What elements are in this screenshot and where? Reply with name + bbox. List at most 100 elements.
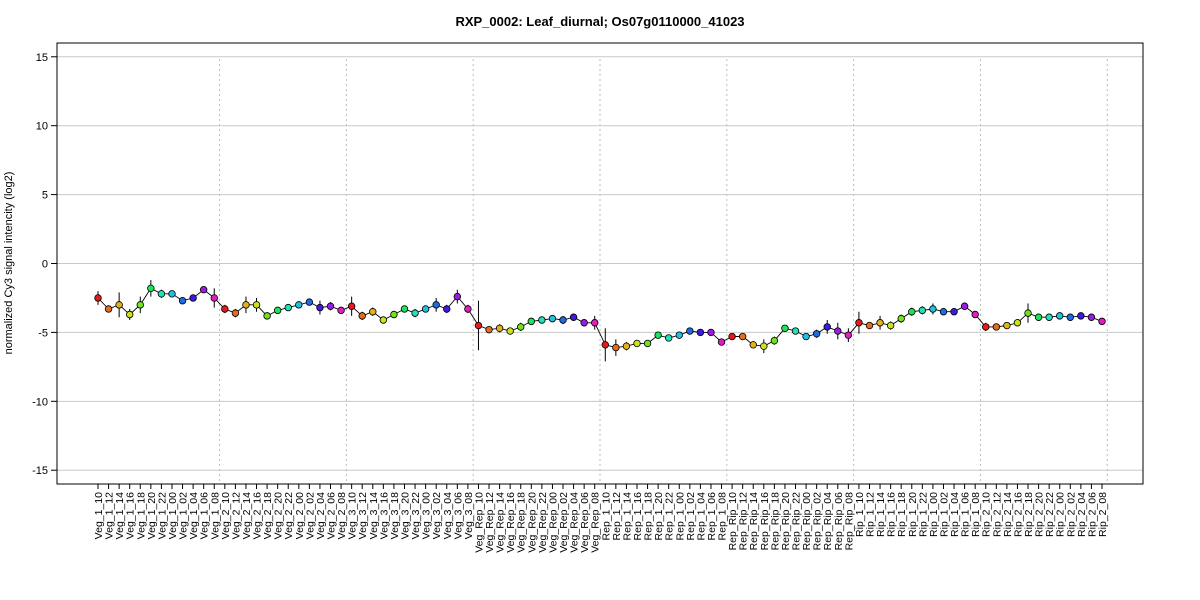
data-point-38: [495, 324, 504, 332]
data-point-71: [844, 331, 853, 339]
data-point-23: [337, 306, 345, 315]
data-point-44: [559, 316, 567, 324]
y-tick-label-5: 10: [36, 121, 48, 133]
chart-title: RXP_0002: Leaf_diurnal; Os07g0110000_410…: [455, 14, 744, 29]
data-point-85: [992, 323, 1001, 331]
data-point-45: [569, 313, 578, 321]
data-point-93: [1077, 312, 1085, 320]
x-tick-label-48: Rep_1_10: [600, 492, 612, 541]
x-tick-label-80: Rip_1_02: [938, 492, 950, 537]
data-point-69: [823, 323, 831, 331]
data-point-61: [738, 332, 747, 341]
data-point-84: [982, 323, 990, 331]
x-tick-label-71: Rep_Rip_08: [843, 492, 855, 551]
data-point-67: [802, 332, 810, 341]
x-tick-label-52: Rep_1_18: [643, 492, 655, 541]
data-point-31: [421, 305, 430, 313]
x-tick-label-19: Veg_2_00: [294, 492, 306, 539]
x-tick-label-64: Rep_Rip_18: [769, 492, 781, 551]
data-point-27: [379, 316, 388, 324]
x-tick-label-90: Rip_2_22: [1044, 492, 1056, 537]
y-tick-label-2: -5: [38, 327, 48, 339]
data-point-0: [94, 294, 102, 302]
x-tick-label-28: Veg_3_18: [389, 492, 401, 539]
data-point-63: [760, 342, 768, 350]
x-tick-label-41: Veg_Rep_20: [526, 492, 538, 553]
data-point-54: [664, 334, 673, 342]
data-point-62: [749, 341, 757, 349]
x-tick-label-18: Veg_2_22: [283, 492, 295, 539]
x-tick-label-16: Veg_2_18: [262, 492, 274, 539]
x-tick-label-38: Veg_Rep_14: [495, 492, 507, 553]
data-point-90: [1045, 313, 1053, 321]
x-tick-label-53: Rep_1_20: [653, 492, 665, 541]
x-tick-label-67: Rep_Rip_00: [801, 492, 813, 551]
data-point-32: [432, 301, 440, 309]
x-tick-label-60: Rep_Rip_10: [727, 492, 739, 551]
y-tick-label-1: -10: [32, 396, 48, 408]
y-tick-label-6: 15: [36, 52, 48, 64]
data-point-73: [865, 321, 874, 330]
x-tick-label-20: Veg_2_02: [304, 492, 316, 539]
x-axis-ticks: Veg_1_10Veg_1_12Veg_1_14Veg_1_16Veg_1_18…: [93, 484, 1109, 553]
x-tick-label-26: Veg_3_14: [368, 492, 380, 539]
data-point-91: [1056, 312, 1064, 320]
data-point-15: [252, 301, 261, 309]
x-tick-label-78: Rip_1_22: [917, 492, 929, 537]
data-point-24: [347, 302, 356, 310]
x-tick-label-1: Veg_1_12: [104, 492, 116, 539]
x-tick-label-74: Rip_1_14: [875, 492, 887, 537]
x-tick-label-66: Rep_Rip_22: [791, 492, 803, 551]
data-point-60: [728, 332, 736, 341]
data-point-39: [506, 327, 514, 335]
data-point-5: [147, 284, 155, 293]
data-point-86: [1003, 321, 1011, 330]
x-tick-label-10: Veg_1_06: [199, 492, 211, 539]
data-point-89: [1034, 313, 1043, 321]
data-point-55: [675, 331, 683, 339]
x-tick-label-68: Rep_Rip_02: [812, 492, 824, 551]
data-point-46: [580, 319, 588, 327]
x-tick-label-92: Rip_2_02: [1065, 492, 1077, 537]
data-point-76: [897, 314, 905, 323]
x-tick-label-61: Rep_Rip_12: [738, 492, 750, 551]
x-tick-label-0: Veg_1_10: [93, 492, 105, 539]
x-tick-label-95: Rip_2_08: [1097, 492, 1109, 537]
x-tick-label-50: Rep_1_14: [621, 492, 633, 541]
data-point-35: [464, 305, 472, 313]
data-point-25: [358, 312, 366, 320]
data-point-74: [876, 319, 884, 327]
data-point-82: [960, 302, 969, 310]
x-tick-label-6: Veg_1_22: [156, 492, 168, 539]
data-points: [94, 284, 1106, 352]
data-point-57: [696, 328, 705, 337]
data-point-87: [1013, 319, 1022, 327]
x-tick-label-59: Rep_1_08: [717, 492, 729, 541]
data-point-88: [1024, 309, 1032, 317]
x-tick-label-3: Veg_1_16: [125, 492, 137, 539]
data-point-72: [855, 319, 863, 327]
x-tick-label-93: Rip_2_04: [1076, 492, 1088, 537]
data-point-11: [210, 294, 218, 302]
x-tick-label-79: Rip_1_00: [928, 492, 940, 537]
series-line-group: [97, 287, 1103, 349]
x-tick-label-81: Rip_1_04: [949, 492, 961, 537]
x-tick-label-70: Rep_Rip_06: [833, 492, 845, 551]
data-point-42: [538, 316, 546, 324]
x-tick-label-73: Rip_1_12: [864, 492, 876, 537]
x-tick-label-39: Veg_Rep_16: [505, 492, 517, 553]
data-point-70: [834, 327, 842, 335]
data-point-19: [295, 301, 303, 309]
x-tick-label-30: Veg_3_22: [410, 492, 422, 539]
x-tick-label-77: Rip_1_20: [907, 492, 919, 537]
data-point-50: [622, 342, 631, 350]
data-point-30: [411, 309, 419, 317]
x-tick-label-14: Veg_2_14: [241, 492, 253, 539]
x-tick-label-4: Veg_1_18: [135, 492, 147, 539]
data-point-10: [199, 285, 208, 294]
data-point-17: [273, 306, 282, 315]
x-tick-label-82: Rip_1_06: [960, 492, 972, 537]
data-point-78: [918, 306, 927, 315]
data-point-83: [971, 310, 979, 319]
data-point-75: [886, 321, 895, 330]
